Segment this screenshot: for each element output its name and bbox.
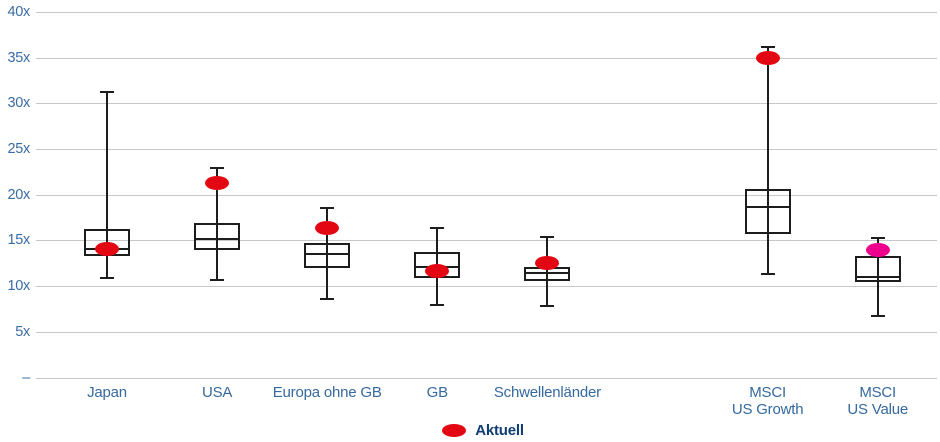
- whisker-japan: [106, 92, 108, 278]
- category-label-usa: USA: [142, 384, 292, 401]
- whisker-cap-high-usa: [210, 167, 225, 170]
- category-label-line: US Value: [847, 401, 909, 418]
- aktuell-dot-japan: [95, 241, 119, 256]
- y-tick-label-30: 30x: [7, 95, 31, 112]
- y-tick-label-25: 25x: [7, 140, 31, 157]
- category-label-msci-us-growth: MSCI US Growth: [693, 384, 843, 418]
- whisker-cap-high-msci-us-value: [870, 236, 885, 239]
- category-label-line: USA: [201, 384, 233, 401]
- median-msci-us-value: [854, 276, 901, 278]
- whisker-cap-low-msci-us-value: [870, 315, 885, 318]
- category-label-europa-ohne-gb: Europa ohne GB: [252, 384, 402, 401]
- median-schwellenlaender: [524, 272, 571, 275]
- category-label-japan: Japan: [32, 384, 182, 401]
- whisker-cap-low-japan: [100, 276, 114, 279]
- whisker-cap-low-gb: [430, 304, 445, 307]
- aktuell-dot-gb: [425, 263, 450, 278]
- median-europa-ohne-gb: [304, 253, 351, 256]
- aktuell-dot-europa-ohne-gb: [315, 220, 340, 235]
- y-tick-label-20: 20x: [7, 186, 31, 203]
- aktuell-marker-icon: [442, 424, 467, 437]
- whisker-cap-high-europa-ohne-gb: [320, 206, 335, 209]
- whisker-cap-low-europa-ohne-gb: [320, 297, 335, 300]
- category-label-line: Europa ohne GB: [272, 384, 382, 401]
- category-label-line: Japan: [87, 384, 127, 401]
- median-usa: [194, 237, 241, 240]
- y-tick-label-40: 40x: [7, 3, 31, 20]
- box-msci-us-value: [854, 255, 901, 282]
- aktuell-dot-schwellenlaender: [535, 256, 560, 271]
- aktuell-dot-msci-us-growth: [755, 51, 780, 66]
- gridline-30: [36, 103, 937, 105]
- category-label-schwellenlaender: Schwellenländer: [472, 384, 622, 401]
- gridline-25: [36, 148, 937, 150]
- y-tick-label-15: 15x: [7, 232, 31, 249]
- aktuell-dot-usa: [205, 175, 230, 190]
- aktuell-dot-msci-us-value: [865, 242, 890, 257]
- box-europa-ohne-gb: [304, 243, 351, 268]
- gridline-20: [36, 194, 937, 196]
- category-label-line: Schwellenländer: [493, 384, 601, 401]
- whisker-cap-high-japan: [100, 91, 114, 94]
- whisker-cap-low-usa: [210, 278, 225, 281]
- category-label-msci-us-value: MSCI US Value: [803, 384, 940, 418]
- category-label-line: US Growth: [731, 401, 804, 418]
- legend-label: Aktuell: [475, 422, 524, 439]
- gridline-40: [36, 11, 937, 13]
- gridline-0: [36, 377, 937, 379]
- y-tick-label-0: –: [22, 369, 30, 386]
- category-label-line: MSCI: [859, 384, 897, 401]
- y-tick-label-5: 5x: [15, 323, 30, 340]
- y-tick-label-10: 10x: [7, 278, 31, 295]
- whisker-msci-us-growth: [766, 46, 769, 275]
- gridline-15: [36, 240, 937, 242]
- gridline-35: [36, 57, 937, 59]
- legend: Aktuell: [13, 422, 940, 439]
- box-msci-us-growth: [744, 189, 791, 234]
- category-label-line: GB: [426, 384, 448, 401]
- gridline-5: [36, 331, 937, 333]
- y-tick-label-35: 35x: [7, 49, 31, 66]
- whisker-cap-high-schwellenlaender: [540, 235, 555, 238]
- median-msci-us-growth: [744, 205, 791, 208]
- category-label-line: MSCI: [749, 384, 786, 401]
- whisker-cap-low-msci-us-growth: [760, 273, 775, 276]
- whisker-schwellenlaender: [546, 236, 549, 307]
- category-label-gb: GB: [362, 384, 512, 401]
- whisker-cap-high-gb: [430, 226, 445, 229]
- box-usa: [194, 223, 241, 250]
- whisker-cap-high-msci-us-growth: [760, 45, 775, 48]
- whisker-cap-low-schwellenlaender: [540, 305, 555, 308]
- gridline-10: [36, 286, 937, 288]
